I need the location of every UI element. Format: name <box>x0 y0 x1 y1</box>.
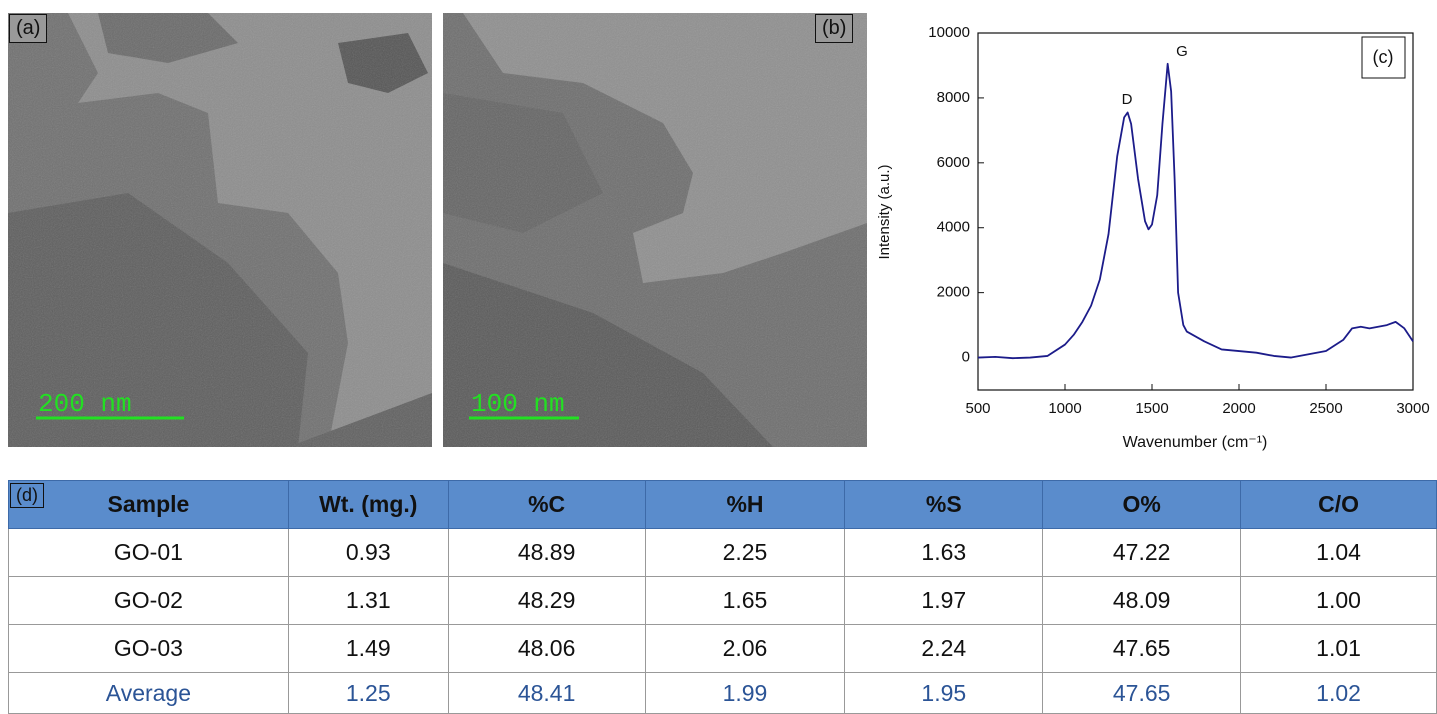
table-cell: 48.09 <box>1043 577 1241 625</box>
table-cell: 1.49 <box>288 625 448 673</box>
table-cell: 1.04 <box>1241 529 1437 577</box>
x-tick-label: 1000 <box>1048 400 1081 417</box>
y-tick-label: 4000 <box>937 219 970 236</box>
scale-bar-label: 200 nm <box>38 389 132 419</box>
header-cell: Wt. (mg.) <box>288 481 448 529</box>
header-cell: Sample <box>9 481 289 529</box>
y-tick-label: 6000 <box>937 154 970 171</box>
table-cell: 2.24 <box>845 625 1043 673</box>
table-cell: 47.22 <box>1043 529 1241 577</box>
table-cell: 48.06 <box>448 625 645 673</box>
annotation: G <box>1176 43 1188 60</box>
y-tick-label: 0 <box>962 349 970 366</box>
table-cell: 1.97 <box>845 577 1043 625</box>
spectrum-line <box>978 64 1413 358</box>
table-cell: GO-02 <box>9 577 289 625</box>
chart: (c) D G Wavenumber (cm⁻¹) Intensity (a.u… <box>870 0 1437 465</box>
x-tick-label: 1500 <box>1135 400 1168 417</box>
annotation: D <box>1122 91 1133 108</box>
table-cell: 48.29 <box>448 577 645 625</box>
header-cell: %S <box>845 481 1043 529</box>
header-cell: C/O <box>1241 481 1437 529</box>
tem-image-a: 200 nm <box>8 13 432 447</box>
page: 200 nm 100 nm (a) (b) (c) D G Wavenumber… <box>0 0 1437 702</box>
table-cell: 47.65 <box>1043 673 1241 714</box>
table-cell: 1.02 <box>1241 673 1437 714</box>
x-tick-label: 2500 <box>1309 400 1342 417</box>
table-cell: 1.99 <box>645 673 845 714</box>
header-cell: O% <box>1043 481 1241 529</box>
panel-label: (c) <box>1373 47 1394 67</box>
y-tick-label: 10000 <box>928 24 970 41</box>
table-cell: GO-01 <box>9 529 289 577</box>
y-tick-label: 8000 <box>937 89 970 106</box>
x-tick-label: 2000 <box>1222 400 1255 417</box>
x-tick-label: 3000 <box>1396 400 1429 417</box>
panel-label: (d) <box>10 483 44 508</box>
panel-label: (a) <box>9 14 47 43</box>
table-cell: 1.25 <box>288 673 448 714</box>
x-axis-label: Wavenumber (cm⁻¹) <box>1123 434 1268 451</box>
table-cell: Average <box>9 673 289 714</box>
scale-bar-label: 100 nm <box>471 389 565 419</box>
table-cell: 47.65 <box>1043 625 1241 673</box>
x-tick-label: 500 <box>965 400 990 417</box>
table-cell: 48.41 <box>448 673 645 714</box>
table-cell: 1.31 <box>288 577 448 625</box>
table-cell: GO-03 <box>9 625 289 673</box>
table-cell: 1.01 <box>1241 625 1437 673</box>
tem-image-b: 100 nm <box>443 13 867 447</box>
table-cell: 1.00 <box>1241 577 1437 625</box>
y-axis-label: Intensity (a.u.) <box>876 164 893 259</box>
header-cell: %C <box>448 481 645 529</box>
table-cell: 2.06 <box>645 625 845 673</box>
table-cell: 2.25 <box>645 529 845 577</box>
table-cell: 1.65 <box>645 577 845 625</box>
y-tick-label: 2000 <box>937 284 970 301</box>
table-cell: 0.93 <box>288 529 448 577</box>
table-cell: 48.89 <box>448 529 645 577</box>
table-cell: 1.95 <box>845 673 1043 714</box>
table-cell: 1.63 <box>845 529 1043 577</box>
header-cell: %H <box>645 481 845 529</box>
panel-label: (b) <box>815 14 853 43</box>
